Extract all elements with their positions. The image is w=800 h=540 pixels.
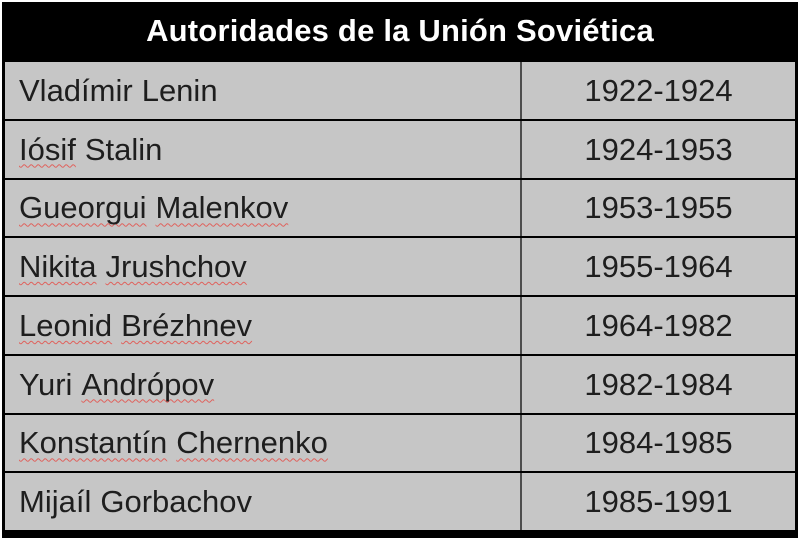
leader-name-word: Nikita (19, 249, 97, 285)
term-years-cell[interactable]: 1955-1964 (520, 238, 795, 295)
table-row: Nikita Jrushchov 1955-1964 (5, 238, 795, 295)
leader-name-cell[interactable]: Nikita Jrushchov (5, 238, 520, 295)
leader-name-word: Brézhnev (121, 307, 253, 343)
leader-name-word: Malenkov (155, 190, 289, 226)
table-header-row[interactable]: Autoridades de la Unión Soviética (5, 2, 795, 60)
term-years: 1955-1964 (584, 249, 733, 285)
term-years-cell[interactable]: 1985-1991 (520, 473, 795, 530)
table-title: Autoridades de la Unión Soviética (146, 13, 654, 48)
leader-name-word: Konstantín (19, 425, 168, 461)
leader-name-word: Mijaíl (19, 484, 92, 520)
table-row: Konstantín Chernenko 1984-1985 (5, 414, 795, 472)
term-years-cell[interactable]: 1953-1955 (520, 179, 795, 237)
term-years-cell[interactable]: 1964-1982 (520, 297, 795, 354)
leader-name-cell[interactable]: Leonid Brézhnev (5, 297, 520, 354)
leader-name-word: Leonid (19, 307, 113, 343)
leader-name-word: Lenin (141, 72, 218, 108)
leader-name-word: Gueorgui (19, 190, 147, 226)
table-row: Iósif Stalin 1924-1953 (5, 120, 795, 178)
table-row: Mijaíl Gorbachov 1985-1991 (5, 473, 795, 530)
leader-name-word: Chernenko (176, 425, 328, 461)
leader-name-cell[interactable]: Iósif Stalin (5, 121, 520, 178)
table-row: Vladímir Lenin 1922-1924 (5, 62, 795, 119)
leader-name-cell[interactable]: Yuri Andrópov (5, 356, 520, 413)
term-years: 1985-1991 (584, 484, 733, 520)
term-years: 1924-1953 (584, 131, 733, 167)
term-years: 1982-1984 (584, 366, 733, 402)
leader-name-cell[interactable]: Mijaíl Gorbachov (5, 473, 520, 530)
leader-name-word: Stalin (84, 131, 163, 167)
term-years: 1964-1982 (584, 307, 733, 343)
leader-name-word: Jrushchov (105, 249, 247, 285)
term-years: 1922-1924 (584, 72, 733, 108)
leader-name-cell[interactable]: Konstantín Chernenko (5, 415, 520, 472)
leader-name-word: Iósif (19, 131, 76, 167)
term-years-cell[interactable]: 1922-1924 (520, 62, 795, 119)
table-row: Yuri Andrópov 1982-1984 (5, 355, 795, 413)
leader-name-word: Gorbachov (100, 484, 252, 520)
table-row: Gueorgui Malenkov 1953-1955 (5, 179, 795, 237)
leader-name-word: Yuri (19, 366, 73, 402)
term-years-cell[interactable]: 1924-1953 (520, 120, 795, 178)
term-years: 1953-1955 (584, 190, 733, 226)
term-years-cell[interactable]: 1984-1985 (520, 414, 795, 472)
table-row: Leonid Brézhnev 1964-1982 (5, 297, 795, 354)
term-years-cell[interactable]: 1982-1984 (520, 355, 795, 413)
leader-name-word: Vladímir (19, 72, 133, 108)
leader-name-cell[interactable]: Vladímir Lenin (5, 62, 520, 119)
term-years: 1984-1985 (584, 425, 733, 461)
leader-name-word: Andrópov (81, 366, 215, 402)
leader-name-cell[interactable]: Gueorgui Malenkov (5, 180, 520, 237)
